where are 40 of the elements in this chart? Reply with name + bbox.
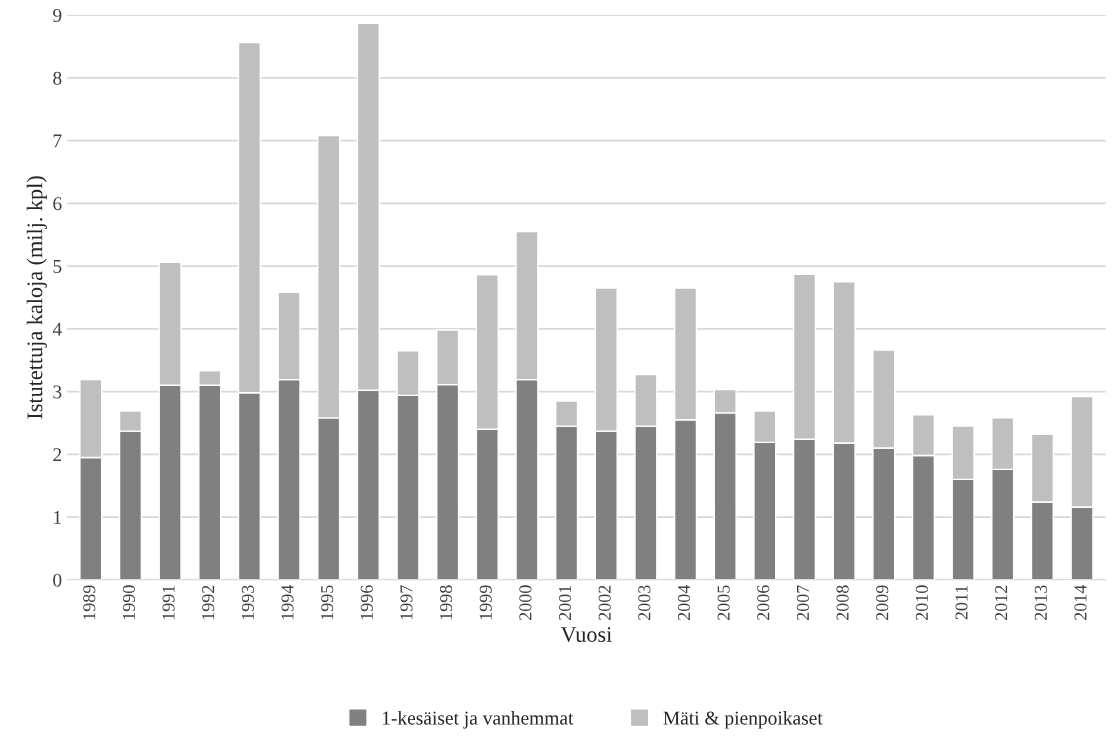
- y-tick-label: 4: [52, 322, 62, 336]
- x-tick-label: 1990: [122, 585, 135, 620]
- y-tick-label: 3: [53, 385, 62, 399]
- x-tick-label: 2013: [1034, 585, 1047, 620]
- y-tick-label: 5: [53, 260, 62, 273]
- x-axis-title: Vuosi: [560, 627, 612, 643]
- y-tick-label: 6: [53, 197, 62, 211]
- x-tick-label: 2000: [519, 585, 532, 620]
- x-tick-label: 2009: [876, 585, 889, 620]
- x-tick-label: 2012: [995, 585, 1008, 620]
- x-tick-label: 1989: [83, 585, 96, 620]
- x-tick-label: 1992: [202, 585, 215, 620]
- x-tick-label: 2004: [677, 584, 691, 620]
- x-tick-label: 2008: [836, 585, 849, 620]
- x-tick-label: 1998: [439, 585, 453, 620]
- x-tick-label: 1991: [162, 585, 175, 620]
- x-tick-label: 2014: [1074, 584, 1087, 620]
- y-tick-label: 9: [53, 8, 62, 22]
- y-tick-label: 0: [53, 573, 62, 587]
- x-tick-label: 2001: [558, 585, 572, 620]
- legend-label: Mäti & pienpoikaset: [663, 710, 823, 729]
- x-tick-label: 2006: [757, 585, 770, 620]
- x-tick-label: 1993: [241, 585, 254, 620]
- x-tick-label: 1997: [400, 585, 413, 620]
- x-tick-label: 2002: [598, 585, 611, 620]
- x-tick-label: 1995: [321, 585, 334, 620]
- x-tick-label: 2003: [638, 585, 651, 620]
- y-axis-title: Istutettuja kaloja (milj. kpl): [26, 176, 47, 419]
- x-tick-label: 1996: [360, 585, 373, 620]
- x-tick-label: 2005: [717, 585, 730, 620]
- x-tick-label: 2011: [955, 585, 968, 620]
- x-tick-label: 2007: [796, 585, 810, 620]
- x-tick-label: 1994: [281, 584, 294, 620]
- y-tick-label: 7: [53, 134, 62, 148]
- y-tick-label: 8: [53, 71, 62, 85]
- y-tick-label: 2: [53, 448, 62, 462]
- y-tick-label: 1: [54, 510, 61, 524]
- x-tick-label: 2010: [915, 585, 928, 620]
- legend-label: 1-kesäiset ja vanhemmat: [382, 710, 574, 729]
- x-tick-label: 1999: [479, 585, 492, 620]
